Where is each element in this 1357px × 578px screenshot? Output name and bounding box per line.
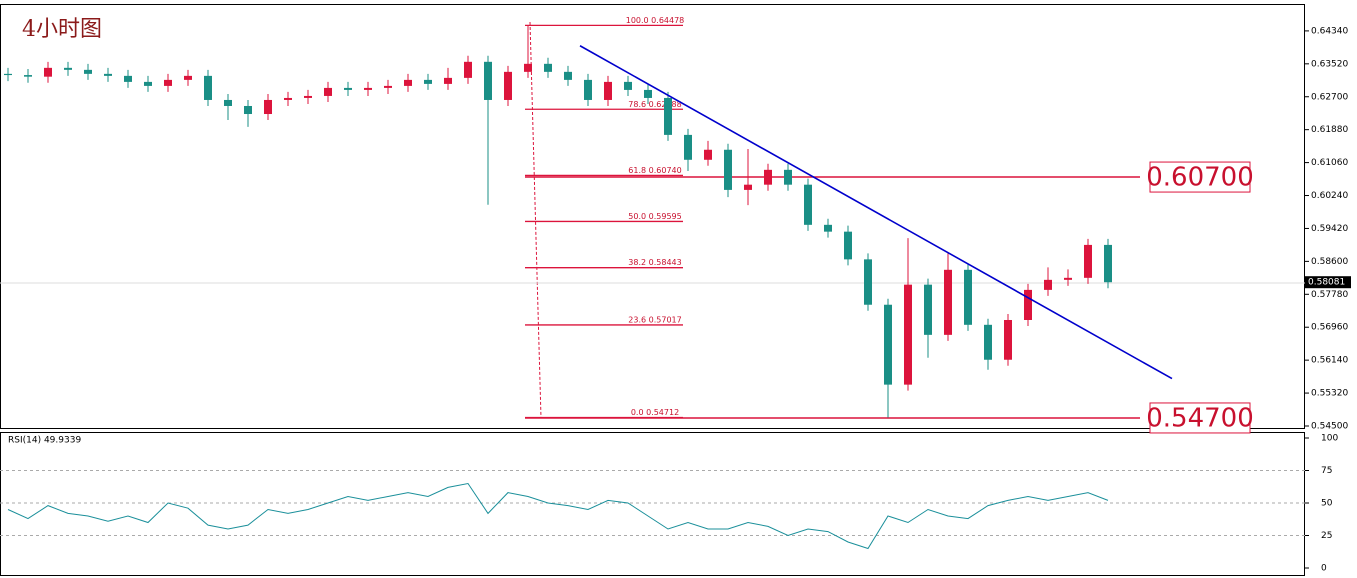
candle-body (184, 75, 192, 80)
candle-body (224, 99, 232, 106)
candle-body (324, 87, 332, 96)
candle-body (464, 61, 472, 78)
candle-body (44, 67, 52, 77)
candle-body (704, 149, 712, 160)
candle-body (284, 97, 292, 100)
candle-body (964, 269, 972, 325)
candle-body (584, 79, 592, 100)
rsi-tick-label: 75 (1321, 466, 1332, 476)
rsi-tick-label: 25 (1321, 531, 1332, 541)
y-tick-label: 0.56960 (1311, 323, 1348, 333)
candle-body (924, 284, 932, 335)
fib-label: 50.0 0.59595 (628, 212, 681, 221)
candle-body (664, 97, 672, 135)
level-label: 0.54700 (1146, 403, 1254, 433)
candle-body (1104, 244, 1112, 283)
level-box (1149, 161, 1251, 193)
last-price-box (1305, 276, 1351, 289)
candle-body (764, 169, 772, 185)
candle-body (1044, 279, 1052, 290)
candle-body (484, 61, 492, 100)
candle-body (824, 224, 832, 232)
candle-body (4, 73, 12, 76)
candle-body (624, 81, 632, 90)
fib-label: 38.2 0.58443 (628, 258, 681, 267)
y-tick-label: 0.58600 (1311, 257, 1348, 267)
candle-body (384, 85, 392, 88)
candle-body (204, 75, 212, 100)
candle-body (744, 184, 752, 190)
y-tick-label: 0.57780 (1311, 290, 1348, 300)
candle-body (104, 73, 112, 76)
y-tick-label: 0.54500 (1311, 421, 1348, 431)
y-tick-label: 0.59420 (1311, 224, 1348, 234)
y-tick-label: 0.56140 (1311, 356, 1348, 366)
candle-body (564, 71, 572, 80)
candle-body (984, 324, 992, 360)
candle-body (644, 89, 652, 98)
rsi-tick-label: 100 (1321, 434, 1338, 444)
candle-body (364, 87, 372, 90)
candle-body (84, 69, 92, 74)
candle-body (164, 79, 172, 86)
candle-body (1004, 319, 1012, 360)
candle-body (544, 63, 552, 72)
candle-body (444, 77, 452, 84)
candle-body (424, 79, 432, 84)
fib-anchor (529, 21, 542, 419)
y-tick-label: 0.63520 (1311, 59, 1348, 69)
fib-label: 0.0 0.54712 (631, 408, 679, 417)
candle-body (1064, 277, 1072, 280)
candle-body (244, 105, 252, 115)
candle-body (864, 259, 872, 305)
candle-body (724, 149, 732, 190)
rsi-label: RSI(14) 49.9339 (8, 436, 81, 446)
y-tick-label: 0.61060 (1311, 158, 1348, 168)
candle-body (944, 269, 952, 335)
level-label: 0.60700 (1146, 163, 1254, 193)
candle-body (24, 75, 32, 77)
level-box (1149, 402, 1251, 434)
candle-body (684, 134, 692, 160)
candle-body (784, 169, 792, 185)
last-price-label: 0.58081 (1308, 278, 1345, 288)
fib-label: 78.6 0.62388 (628, 100, 681, 109)
trendline (579, 45, 1173, 380)
fib-label: 61.8 0.60740 (628, 166, 681, 175)
candle-body (264, 99, 272, 115)
candle-body (1084, 244, 1092, 278)
candle-body (124, 75, 132, 82)
fib-label: 100.0 0.64478 (626, 16, 685, 25)
candle-body (144, 81, 152, 86)
candle-body (884, 304, 892, 385)
rsi-panel (0, 432, 1305, 576)
candle-body (344, 87, 352, 90)
fib-label: 23.6 0.57017 (628, 315, 681, 324)
candle-body (404, 79, 412, 86)
y-tick-label: 0.60240 (1311, 191, 1348, 201)
candle-body (304, 95, 312, 98)
candle-body (804, 184, 812, 225)
y-tick-label: 0.61880 (1311, 125, 1348, 135)
candle-body (844, 231, 852, 260)
y-tick-label: 0.55320 (1311, 389, 1348, 399)
rsi-tick-label: 0 (1321, 564, 1327, 574)
candle-body (604, 81, 612, 100)
candle-body (524, 63, 532, 72)
candle-body (64, 67, 72, 70)
main-panel (0, 4, 1305, 429)
y-tick-label: 0.64340 (1311, 26, 1348, 36)
candle-body (1024, 289, 1032, 320)
y-tick-label: 0.62700 (1311, 92, 1348, 102)
rsi-line (7, 482, 1109, 550)
rsi-tick-label: 50 (1321, 499, 1333, 509)
candle-body (904, 284, 912, 385)
candle-body (504, 71, 512, 100)
chart-title: 4小时图 (22, 17, 102, 42)
